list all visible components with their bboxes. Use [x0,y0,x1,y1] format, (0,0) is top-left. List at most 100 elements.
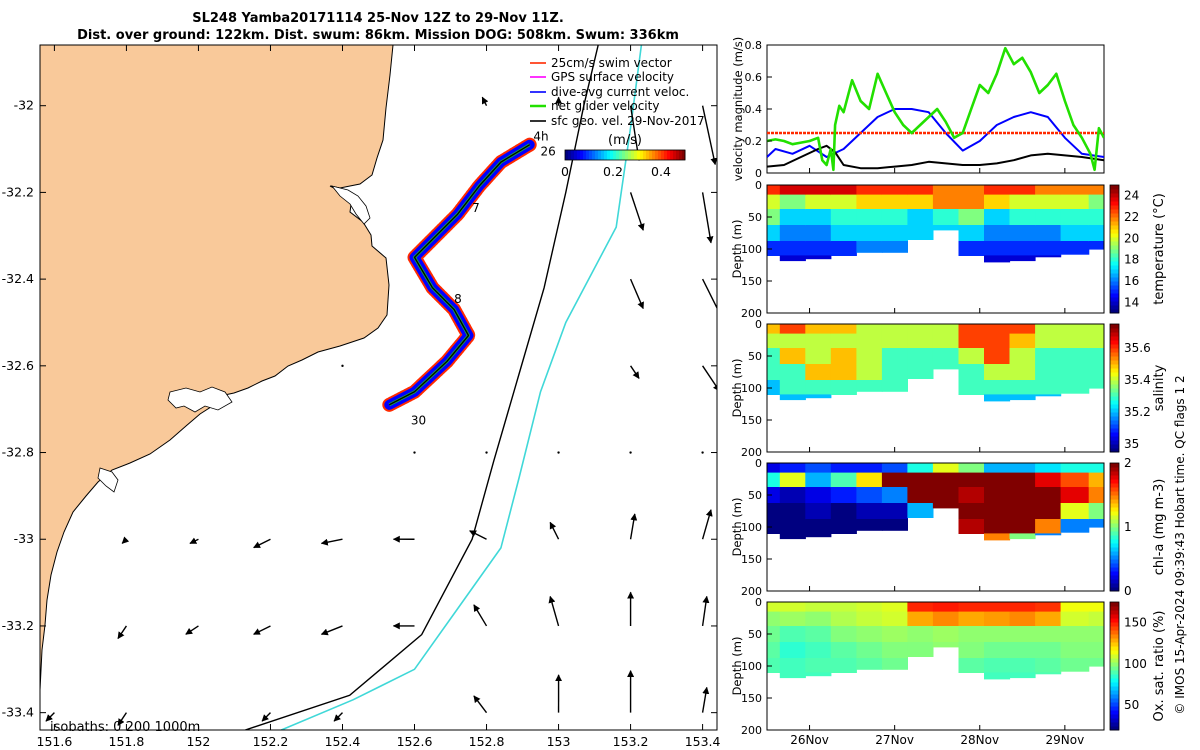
temperature-colorbar-cell-16 [1110,245,1119,250]
legend-label-swim: 25cm/s swim vector [551,56,672,70]
chla-cell-7-1 [932,472,959,488]
salinity-colorbar-cell-4 [1110,432,1119,437]
temperature-colorbar-cell-27 [1110,201,1119,206]
chla-cell-9-0 [984,463,1011,474]
chla-cell-13-2 [1088,487,1104,504]
chla-colorbar-cell-3 [1110,575,1119,580]
oxygen-cell-4-3 [856,642,883,659]
chla-cell-1-3 [779,503,806,520]
map-legend: 25cm/s swim vector GPS surface velocity … [530,56,705,128]
oxygen-cell-5-0 [881,602,908,613]
map-colorbar-cell-1 [568,150,572,160]
oxygen-cell-9-4 [984,658,1011,673]
map-colorbar-cell-35 [670,150,674,160]
salinity-colorbar-tick-2: 35.4 [1124,373,1151,387]
temperature-cell-11-0 [1035,185,1062,196]
oxygen-cell-0-4 [767,658,781,673]
salinity-cell-11-5 [1035,394,1062,397]
temperature-colorbar-cell-5 [1110,289,1119,294]
oxygen-colorbar-cell-10 [1110,686,1119,691]
oxygen-colorbar-label: Ox. sat. ratio (%) [1152,611,1167,722]
salinity-cell-7-0 [932,324,959,335]
temperature-cell-3-0 [830,185,857,196]
temperature-ylabel: Depth (m) [730,220,744,279]
salinity-ytick-label-3: 150 [741,414,762,427]
oxygen-colorbar-cell-29 [1110,610,1119,615]
salinity-colorbar-cell-3 [1110,436,1119,441]
salinity-colorbar-cell-17 [1110,380,1119,385]
salinity-cell-5-1 [881,333,908,349]
temperature-cell-2-5 [805,255,832,260]
temperature-colorbar-cell-30 [1110,189,1119,194]
salinity-colorbar-cell-6 [1110,424,1119,429]
oxygen-cell-8-0 [958,602,985,613]
chla-colorbar-cell-4 [1110,571,1119,576]
map-ytick-label-7: -33.4 [2,705,34,720]
salinity-cell-13-0 [1088,324,1104,335]
legend-label-gps: GPS surface velocity [551,70,674,84]
oxygen-cell-13-2 [1088,626,1104,643]
map-frame [39,44,718,731]
temperature-cell-10-1 [1009,194,1036,210]
oxygen-cell-13-0 [1088,602,1104,613]
salinity-cell-4-1 [856,333,883,349]
temperature-colorbar-cell-10 [1110,269,1119,274]
oxygen-cell-2-4 [805,658,832,673]
salinity-colorbar-cell-15 [1110,388,1119,393]
chla-cell-6-1 [907,472,934,488]
oxygen-colorbar-cell-27 [1110,618,1119,623]
salinity-cell-11-4 [1035,380,1062,395]
surface-vector-11 [413,451,416,454]
chla-cell-1-2 [779,487,806,504]
temperature-colorbar-tick-4: 22 [1124,210,1139,224]
oxygen-colorbar-cell-4 [1110,710,1119,715]
salinity-cell-6-1 [907,333,934,349]
coastal-lake [167,386,233,413]
velocity-axes: 0 0.2 0.4 0.6 0.8 [745,39,1066,180]
oxygen-colorbar-cell-11 [1110,682,1119,687]
oxygen-colorbar-cell-12 [1110,678,1119,683]
temperature-cell-0-3 [767,225,781,242]
chla-cell-13-4 [1088,519,1104,528]
surface-vector-8 [629,365,640,379]
map-xtick-label-1: 151.8 [109,734,145,749]
map-colorbar-bar [564,149,686,161]
salinity-cell-9-4 [984,380,1011,395]
chla-cell-11-2 [1035,487,1062,504]
oxygen-colorbar-cell-15 [1110,666,1119,671]
map-xtick-label-3: 152.2 [253,734,289,749]
salinity-cell-7-1 [932,333,959,349]
temperature-colorbar-cell-1 [1110,305,1119,310]
surface-vector-18 [253,538,271,549]
temperature-cell-13-4 [1088,241,1104,250]
map-ytick-label-2: -32.4 [2,271,34,286]
temperature-cell-13-0 [1088,185,1104,196]
salinity-cell-12-2 [1060,348,1090,365]
oxygen-colorbar-cell-22 [1110,638,1119,643]
oxygen-colorbar-cell-1 [1110,722,1119,727]
temperature-cell-5-4 [881,241,908,253]
isobaths-label: isobaths: 0 200 1000m [50,720,200,735]
chla-cell-1-5 [779,533,806,540]
oxygen-colorbar-cell-16 [1110,662,1119,667]
temperature-cell-0-0 [767,185,781,196]
salinity-colorbar-cell-10 [1110,408,1119,413]
oxygen-cell-9-0 [984,602,1011,613]
velocity-panel: 0 0.2 0.4 0.6 0.8 velocity magnitude (m/s) [731,37,1105,181]
temperature-colorbar-cell-3 [1110,297,1119,302]
temperature-cell-8-0 [958,185,985,196]
chla-colorbar-cell-22 [1110,499,1119,504]
chla-colorbar-cell-18 [1110,515,1119,520]
velocity-series-3 [767,144,1104,170]
salinity-cell-9-2 [984,348,1011,365]
chla-colorbar-tick-2: 2 [1124,456,1132,470]
time-tick-label-1: 27Nov [875,733,914,747]
temperature-cell-1-0 [779,185,806,196]
oxygen-cell-2-2 [805,626,832,643]
temperature-colorbar-cell-26 [1110,205,1119,210]
chla-colorbar-cell-28 [1110,475,1119,480]
chla-cell-0-4 [767,519,781,534]
chla-colorbar-cell-8 [1110,555,1119,560]
oxygen-cell-6-3 [907,642,934,657]
map-colorbar-cell-2 [571,150,575,160]
